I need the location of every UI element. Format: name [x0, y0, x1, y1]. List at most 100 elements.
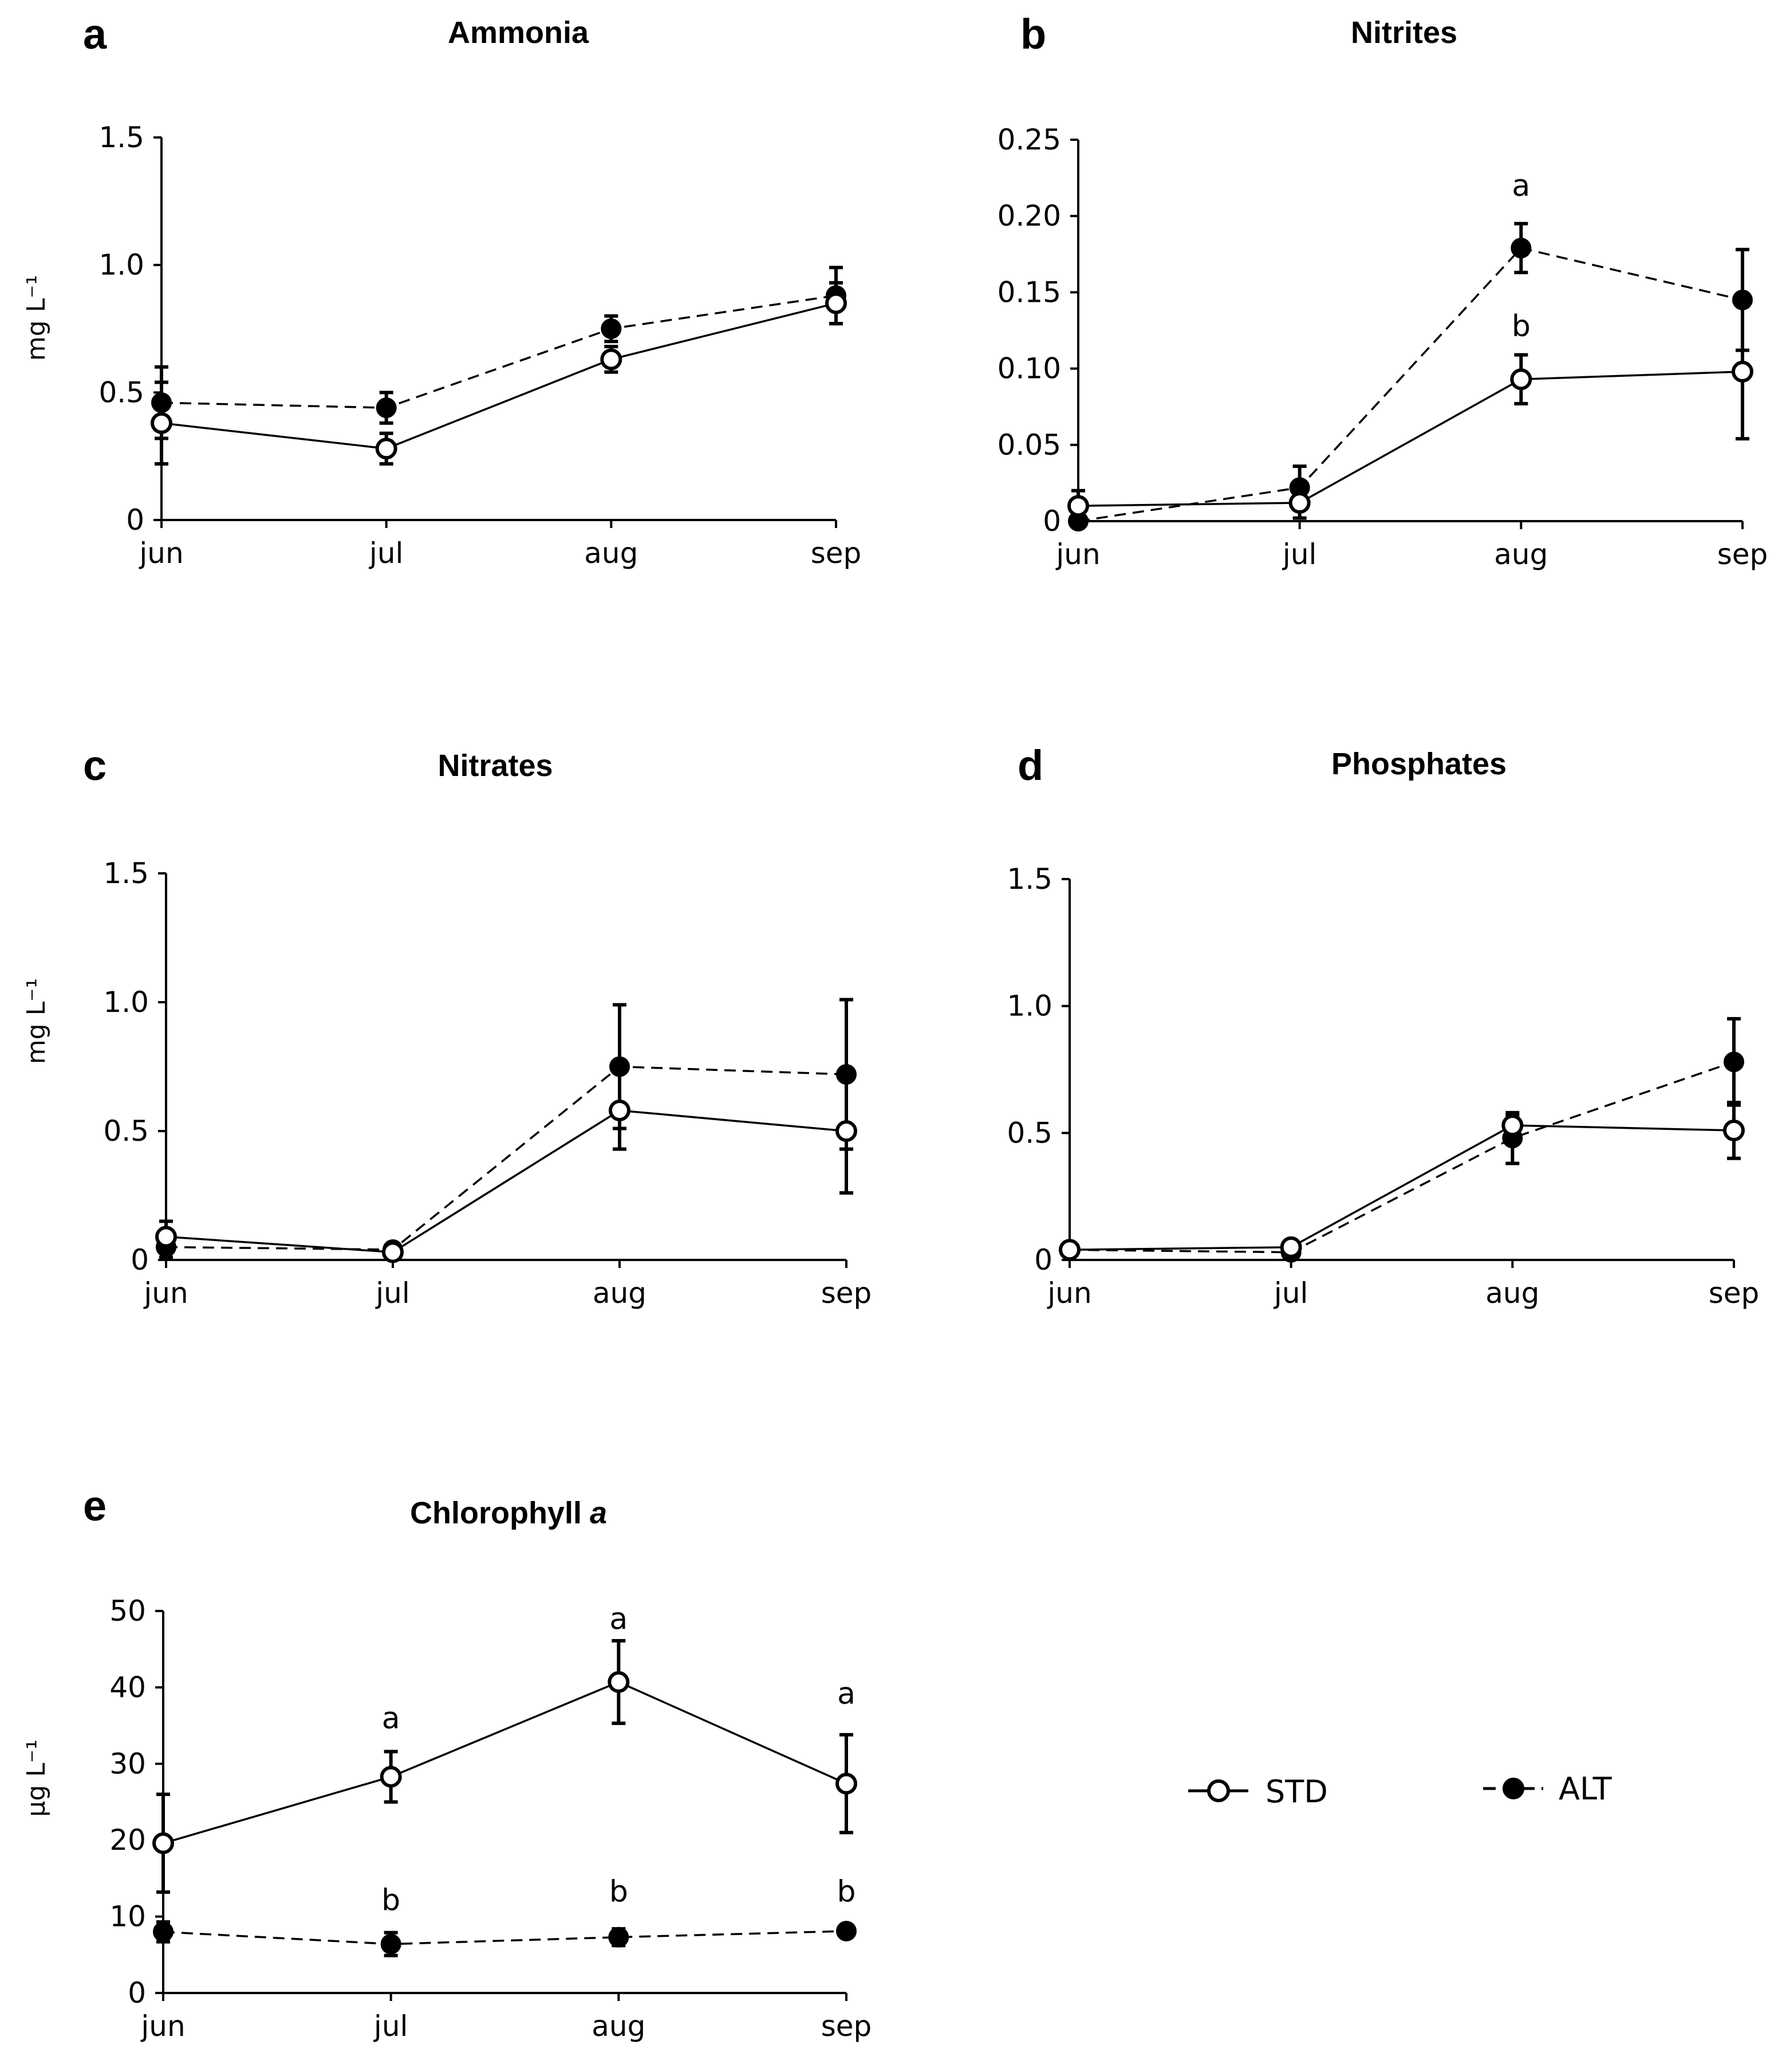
- y-tick-label-a: 0.5: [98, 376, 144, 409]
- panel-letter-e: e: [83, 1482, 107, 1530]
- significance-letter-e: a: [382, 1701, 400, 1736]
- data-point-alt-e: [836, 1920, 857, 1941]
- y-tick-label-e: 0: [128, 1976, 146, 2010]
- series-line-alt-b: [1078, 247, 1743, 522]
- legend-std-label: STD: [1265, 1774, 1328, 1810]
- data-point-alt-a: [376, 397, 397, 419]
- y-tick-label-a: 1.5: [98, 121, 144, 154]
- x-tick-label-e: aug: [592, 2010, 645, 2043]
- series-line-alt-d: [1069, 1061, 1734, 1254]
- panel-title-chlorophyll-italic: a: [590, 1496, 607, 1530]
- significance-letter-b: a: [1512, 169, 1530, 203]
- x-tick-label-a: jul: [369, 537, 403, 570]
- panel-c: c Nitrates mg L⁻¹ 0 0.5 1.0 1.5 jun jul aug sep: [22, 742, 872, 1310]
- data-point-std-a: [151, 412, 172, 434]
- y-tick-label-b: 0.10: [998, 352, 1061, 385]
- data-point-std-c: [155, 1226, 177, 1248]
- plot-area-d: 0 0.5 1.0 1.5 jun jul aug sep: [1007, 862, 1759, 1310]
- panel-title-nitrates: Nitrates: [437, 749, 553, 783]
- y-axis-label-e: μg L⁻¹: [22, 1739, 51, 1817]
- y-tick-label-e: 30: [109, 1747, 146, 1780]
- y-tick-label-c: 1.0: [103, 986, 149, 1019]
- data-point-std-d: [1059, 1239, 1081, 1261]
- panel-a: a Ammonia mg L⁻¹ 0 0.5 1.0 1.5 jun jul aug sep: [22, 10, 861, 570]
- panel-b: b Nitrites 0 0.05 0.10 0.15 0.20 0.25 jun jul au…: [998, 10, 1768, 571]
- y-tick-label-a: 0: [126, 503, 144, 537]
- y-tick-label-c: 0: [131, 1243, 149, 1277]
- data-point-std-d: [1280, 1236, 1302, 1258]
- series-line-std-a: [161, 302, 837, 450]
- series-line-std-b: [1078, 371, 1743, 507]
- data-point-std-a: [375, 438, 397, 460]
- data-point-alt-b: [1511, 238, 1532, 259]
- series-line-std-d: [1069, 1124, 1734, 1251]
- y-tick-label-e: 50: [109, 1594, 146, 1628]
- panel-title-chlorophyll: Chlorophyll a: [410, 1496, 607, 1530]
- data-point-std-c: [382, 1241, 404, 1263]
- data-point-std-b: [1732, 360, 1753, 383]
- y-tick-label-a: 1.0: [98, 249, 144, 282]
- series-line-alt-a: [161, 294, 837, 409]
- legend-alt-label: ALT: [1559, 1771, 1612, 1807]
- x-tick-label-b: sep: [1717, 538, 1768, 571]
- data-point-std-d: [1501, 1114, 1524, 1137]
- panel-letter-c: c: [83, 742, 107, 789]
- x-tick-label-b: jun: [1055, 538, 1100, 571]
- data-point-std-c: [609, 1100, 630, 1121]
- x-tick-label-d: aug: [1485, 1277, 1539, 1310]
- x-tick-label-b: jul: [1282, 538, 1316, 571]
- plot-area-b: 0 0.05 0.10 0.15 0.20 0.25 jun jul aug sep a b: [998, 123, 1768, 571]
- data-point-std-b: [1288, 492, 1311, 514]
- y-tick-label-d: 0: [1034, 1243, 1052, 1277]
- legend-std-marker: [1207, 1779, 1230, 1802]
- y-axis-label-c: mg L⁻¹: [22, 978, 51, 1064]
- data-point-std-c: [835, 1120, 857, 1142]
- data-point-alt-e: [153, 1921, 174, 1943]
- significance-letter-e: a: [609, 1602, 628, 1636]
- plot-area-e: 0 10 20 30 40 50 jun jul aug sep a a a b b b: [109, 1594, 872, 2043]
- significance-letter-e: b: [837, 1875, 855, 1909]
- y-tick-label-e: 40: [109, 1671, 146, 1704]
- x-tick-label-a: jun: [139, 537, 183, 570]
- x-tick-label-e: jul: [373, 2010, 408, 2043]
- data-point-alt-e: [608, 1927, 629, 1948]
- panel-title-nitrites: Nitrites: [1351, 15, 1457, 50]
- y-tick-label-c: 1.5: [103, 857, 149, 890]
- x-tick-label-c: sep: [821, 1277, 872, 1310]
- legend-item-alt: ALT: [1483, 1771, 1612, 1807]
- x-tick-label-a: sep: [811, 537, 862, 570]
- panel-d: d Phosphates 0 0.5 1.0 1.5 jun jul aug sep: [1007, 742, 1759, 1310]
- data-point-alt-a: [601, 318, 622, 339]
- y-tick-label-c: 0.5: [103, 1114, 149, 1148]
- plot-area-a: 0 0.5 1.0 1.5 jun jul aug sep: [98, 121, 861, 570]
- data-point-std-a: [825, 292, 847, 314]
- data-point-std-b: [1067, 495, 1089, 517]
- y-tick-label-b: 0.05: [998, 428, 1061, 462]
- plot-area-c: 0 0.5 1.0 1.5 jun jul aug sep: [103, 857, 872, 1310]
- y-tick-label-b: 0: [1043, 505, 1061, 538]
- data-point-std-d: [1723, 1119, 1745, 1141]
- x-tick-label-d: jul: [1274, 1277, 1308, 1310]
- y-tick-label-d: 1.0: [1007, 990, 1052, 1023]
- panel-letter-b: b: [1020, 10, 1046, 58]
- data-point-alt-d: [1724, 1051, 1744, 1073]
- panel-letter-a: a: [83, 10, 107, 58]
- data-point-std-e: [380, 1766, 402, 1788]
- legend-item-std: STD: [1188, 1774, 1328, 1810]
- y-tick-label-b: 0.15: [998, 275, 1061, 309]
- significance-letter-b: b: [1512, 309, 1531, 344]
- data-point-std-e: [152, 1832, 174, 1854]
- data-point-std-a: [600, 348, 622, 371]
- significance-letter-e: a: [837, 1677, 855, 1711]
- panel-title-ammonia: Ammonia: [448, 15, 589, 50]
- data-point-std-e: [835, 1772, 857, 1795]
- x-tick-label-e: jun: [140, 2010, 185, 2043]
- y-axis-label-a: mg L⁻¹: [22, 275, 51, 361]
- y-tick-label-b: 0.20: [998, 199, 1061, 233]
- series-line-alt-c: [165, 1065, 847, 1251]
- x-tick-label-c: jun: [143, 1277, 188, 1310]
- x-tick-label-d: sep: [1709, 1277, 1760, 1310]
- x-tick-label-c: jul: [375, 1277, 409, 1310]
